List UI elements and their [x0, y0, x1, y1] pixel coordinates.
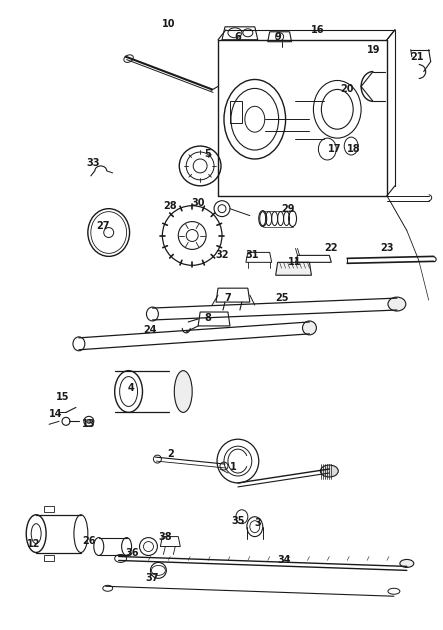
Text: 23: 23 — [380, 243, 394, 253]
Text: 32: 32 — [215, 250, 229, 260]
Text: 5: 5 — [205, 149, 211, 159]
Text: 33: 33 — [86, 158, 100, 168]
Circle shape — [87, 420, 91, 423]
Text: 27: 27 — [96, 220, 109, 231]
Text: 6: 6 — [234, 32, 241, 42]
Text: 2: 2 — [167, 449, 174, 459]
Text: 19: 19 — [367, 45, 381, 55]
Text: 22: 22 — [325, 243, 338, 253]
Text: 12: 12 — [27, 539, 40, 549]
Text: 18: 18 — [347, 144, 361, 154]
Text: 7: 7 — [225, 293, 231, 303]
Text: 36: 36 — [126, 549, 139, 559]
Text: 1: 1 — [229, 462, 236, 472]
Text: 16: 16 — [311, 25, 324, 35]
Text: 20: 20 — [341, 84, 354, 94]
Text: 30: 30 — [191, 198, 205, 208]
Text: 34: 34 — [278, 556, 291, 566]
Text: 21: 21 — [410, 52, 424, 62]
Text: 35: 35 — [231, 516, 245, 525]
Text: 14: 14 — [49, 410, 63, 420]
Text: 29: 29 — [281, 203, 294, 214]
Text: 8: 8 — [205, 313, 211, 323]
Text: 9: 9 — [274, 32, 281, 42]
Ellipse shape — [174, 370, 192, 413]
Ellipse shape — [400, 559, 414, 568]
Text: 38: 38 — [159, 532, 172, 542]
Polygon shape — [276, 262, 311, 275]
Ellipse shape — [303, 321, 316, 335]
Ellipse shape — [320, 465, 338, 477]
Text: 4: 4 — [127, 382, 134, 392]
Bar — [230, 101, 242, 123]
Text: 31: 31 — [245, 250, 259, 260]
Text: 26: 26 — [82, 536, 96, 546]
Text: 17: 17 — [327, 144, 341, 154]
Text: 15: 15 — [56, 392, 70, 403]
Text: 37: 37 — [146, 573, 159, 583]
Ellipse shape — [388, 297, 406, 311]
Text: 13: 13 — [82, 420, 96, 429]
Text: 24: 24 — [144, 325, 157, 335]
Text: 25: 25 — [275, 293, 288, 303]
Text: 28: 28 — [163, 201, 177, 210]
Text: 11: 11 — [288, 257, 301, 267]
Text: 3: 3 — [254, 518, 261, 528]
Text: 10: 10 — [162, 19, 175, 29]
